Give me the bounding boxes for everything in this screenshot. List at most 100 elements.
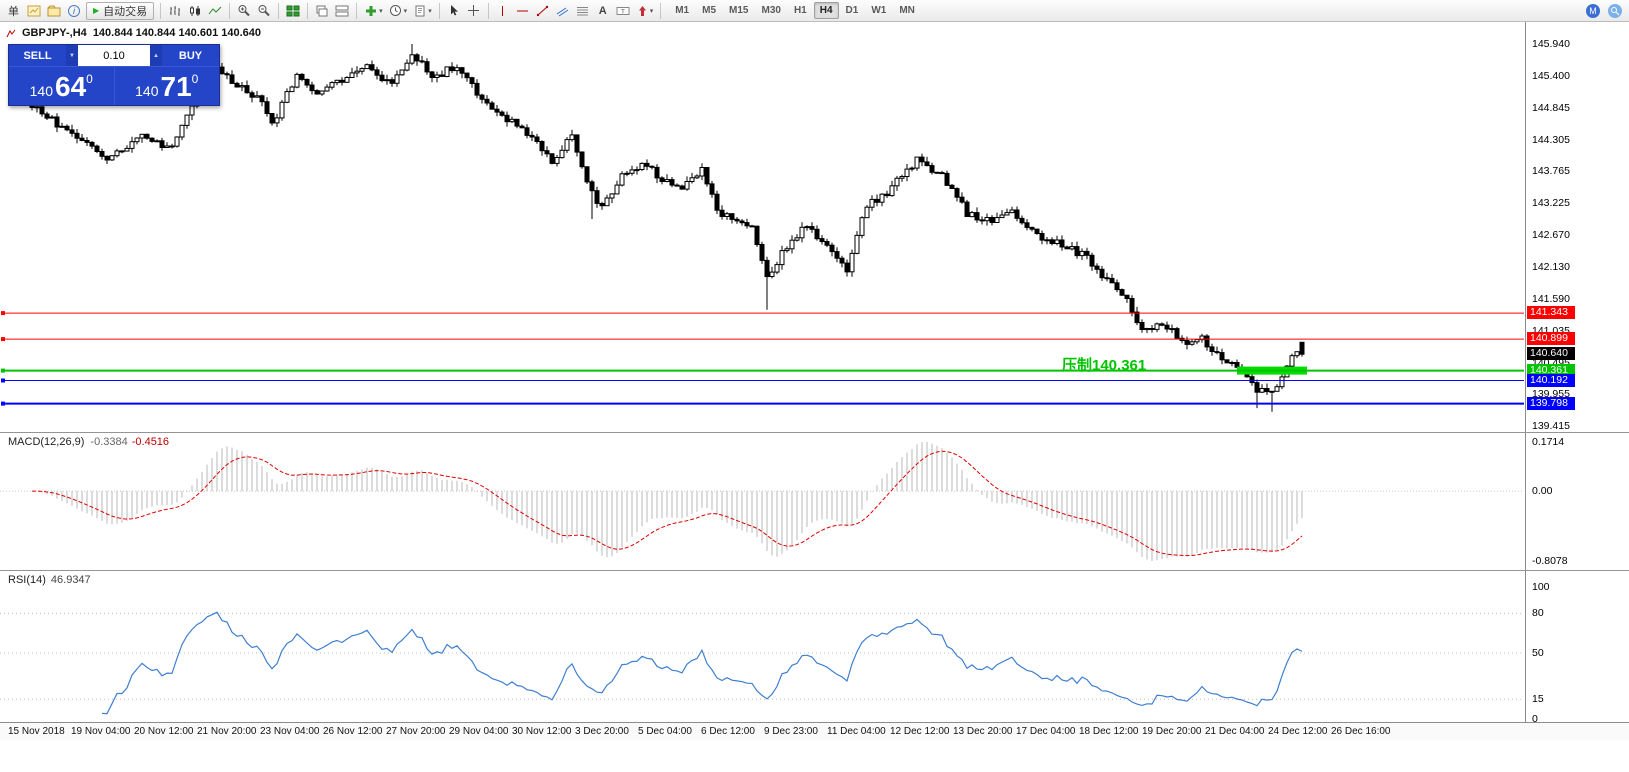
trendline-icon [537, 5, 549, 16]
search-icon [1608, 3, 1622, 18]
dropdown-caret-icon: ▾ [403, 7, 408, 15]
toolbar-separator [160, 2, 162, 19]
tile-windows-button[interactable] [283, 2, 303, 20]
time-axis-label: 3 Dec 20:00 [575, 726, 629, 737]
cursor-button[interactable] [444, 2, 464, 20]
horizontal-line-button[interactable] [513, 2, 533, 20]
label-tool-icon: T [616, 6, 630, 15]
timeframe-h4-button[interactable]: H4 [813, 2, 839, 19]
timeframe-h1-button[interactable]: H1 [793, 5, 807, 16]
cascade-windows-icon [316, 5, 328, 16]
volume-decrease-button[interactable]: ▼ [66, 45, 78, 66]
price-tick-label: 143.765 [1532, 165, 1570, 177]
autotrading-button[interactable]: ▶ 自动交易 [86, 1, 155, 20]
volume-increase-button[interactable]: ▲ [150, 45, 162, 66]
vertical-line-icon [502, 5, 504, 16]
templates-icon [415, 5, 425, 16]
buy-price-point: 0 [191, 72, 199, 86]
chart-window[interactable]: GBPJPY-,H4 140.844 140.844 140.601 140.6… [0, 22, 1629, 740]
toolbar-separator [278, 2, 280, 19]
rsi-axis-label: 50 [1532, 647, 1544, 659]
timeframe-w1-button[interactable]: W1 [871, 5, 887, 16]
one-click-trading-panel: SELL ▼ 0.10 ▲ BUY 140 64 0 140 71 0 [8, 44, 220, 106]
autotrading-play-icon: ▶ [93, 6, 100, 15]
fibonacci-button[interactable] [573, 2, 593, 20]
text-tool-button[interactable]: A [593, 2, 613, 20]
price-chart-canvas[interactable] [0, 22, 1525, 432]
timeframe-m1-button[interactable]: M1 [675, 5, 690, 16]
time-axis-label: 21 Nov 20:00 [197, 726, 257, 737]
autotrading-label: 自动交易 [103, 5, 148, 18]
new-chart-button[interactable] [24, 2, 44, 20]
time-axis-label: 17 Dec 04:00 [1016, 726, 1076, 737]
timeframe-d1-button[interactable]: D1 [845, 5, 859, 16]
price-tick-label: 142.670 [1532, 229, 1570, 241]
rsi-panel-splitter[interactable] [0, 570, 1629, 571]
buy-price-pips: 71 [160, 71, 192, 102]
trade-panel-divider [113, 67, 115, 105]
channel-button[interactable] [553, 2, 573, 20]
templates-button[interactable]: ▾ [410, 2, 435, 20]
line-chart-button[interactable] [205, 2, 225, 20]
periods-button[interactable]: ▾ [386, 2, 411, 20]
dropdown-caret-icon: ▾ [379, 7, 383, 15]
label-tool-button[interactable]: T [613, 2, 633, 20]
toolbar-separator [487, 2, 489, 19]
price-tick-label: 144.305 [1532, 134, 1570, 146]
fibonacci-icon [577, 6, 589, 15]
timeframe-m5-button[interactable]: M5 [702, 5, 717, 16]
profiles-button[interactable] [44, 2, 64, 20]
tile-horizontal-button[interactable] [332, 2, 352, 20]
price-axis[interactable]: 145.940 145.400 144.845 144.305 143.765 143.2… [1525, 22, 1629, 432]
cascade-windows-button[interactable] [312, 2, 332, 20]
timeframe-m30-button[interactable]: M30 [761, 5, 781, 16]
macd-canvas[interactable] [0, 433, 1525, 570]
bar-chart-button[interactable] [165, 2, 185, 20]
indicators-button[interactable]: ▾ [361, 2, 386, 20]
sell-price[interactable]: 140 64 0 [9, 67, 114, 105]
arrows-tool-button[interactable]: ▾ [633, 2, 657, 20]
timeframe-m15-button[interactable]: M15 [729, 5, 749, 16]
time-axis[interactable]: 15 Nov 2018 19 Nov 04:00 20 Nov 12:00 21 No… [0, 722, 1629, 740]
time-axis-label: 20 Nov 12:00 [134, 726, 194, 737]
resistance-annotation: 压制140.361 [1062, 357, 1147, 374]
crosshair-button[interactable] [464, 2, 484, 20]
zoom-out-button[interactable] [254, 2, 274, 20]
macd-axis-label: 0.00 [1532, 485, 1553, 497]
info-icon: i [68, 4, 80, 17]
buy-price[interactable]: 140 71 0 [115, 67, 220, 105]
timeframe-mn-button[interactable]: MN [899, 5, 915, 16]
community-button[interactable]: M [1582, 2, 1604, 20]
rsi-axis[interactable]: 100 80 50 15 0 [1525, 571, 1629, 725]
info-button[interactable]: i [64, 2, 84, 20]
new-order-button[interactable]: 单 [8, 5, 19, 18]
bar-chart-icon [170, 5, 181, 16]
dropdown-caret-icon: ▾ [649, 7, 654, 15]
trendline-button[interactable] [533, 2, 553, 20]
time-axis-label: 15 Nov 2018 [8, 726, 65, 737]
price-level-badge: 140.192 [1527, 374, 1575, 387]
trade-panel-top-row: SELL ▼ 0.10 ▲ BUY [9, 45, 219, 66]
buy-price-big-figure: 140 [135, 83, 159, 99]
macd-axis[interactable]: 0.1714 0.00 -0.8078 [1525, 433, 1629, 570]
cursor-icon [451, 5, 459, 16]
volume-input[interactable]: 0.10 [78, 45, 150, 66]
search-button[interactable] [1604, 2, 1626, 20]
ohlc-quote-text: 140.844 140.844 140.601 140.640 [92, 27, 262, 39]
macd-main-value: -0.3384 [90, 436, 128, 448]
zoom-in-button[interactable] [234, 2, 254, 20]
time-axis-label: 21 Dec 04:00 [1205, 726, 1265, 737]
time-axis-label: 29 Nov 04:00 [449, 726, 509, 737]
buy-button[interactable]: BUY [178, 49, 203, 62]
macd-panel-splitter[interactable] [0, 432, 1629, 433]
vertical-line-button[interactable] [493, 2, 513, 20]
community-icon: M [1586, 3, 1600, 18]
sell-button[interactable]: SELL [23, 49, 52, 62]
time-axis-label: 30 Nov 12:00 [512, 726, 572, 737]
time-axis-label: 26 Nov 12:00 [323, 726, 383, 737]
zoom-out-icon [258, 5, 270, 17]
rsi-canvas[interactable] [0, 571, 1525, 722]
price-level-badge: 140.361 [1527, 364, 1575, 377]
candlestick-chart-button[interactable] [185, 2, 205, 20]
price-level-badge: 141.343 [1527, 306, 1575, 319]
